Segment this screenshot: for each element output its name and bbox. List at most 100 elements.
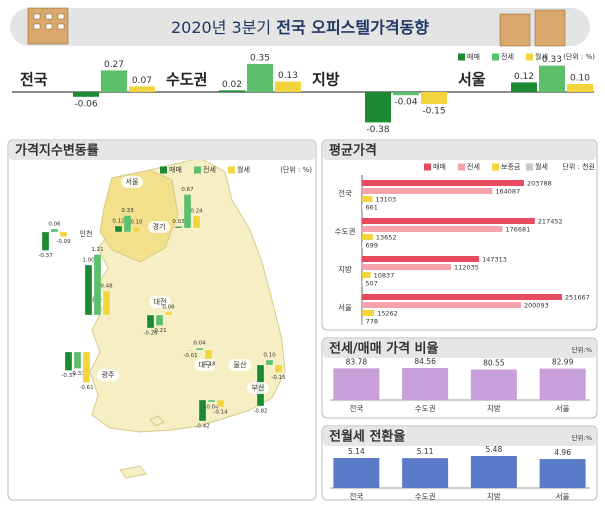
value-label: 0.06: [162, 305, 175, 311]
panel-title: 전세/매매 가격 비율: [329, 341, 439, 357]
category-label: 수도권: [415, 492, 436, 501]
region-label-bg: [121, 176, 143, 188]
bar: [132, 226, 141, 233]
region-label-bg: [149, 296, 171, 308]
bar: [362, 226, 503, 232]
bar: [362, 256, 480, 262]
panel: [321, 139, 598, 331]
region-label-bg: [194, 359, 216, 371]
value-label: 0.12: [112, 219, 124, 225]
value-label: 15262: [377, 310, 398, 318]
region-label-bg: [247, 382, 269, 394]
legend-swatch: [526, 163, 533, 171]
bar: [362, 188, 493, 194]
unit-label: (단위 : %): [563, 52, 595, 61]
value-label: 0.33: [542, 55, 562, 65]
legend-swatch: [228, 166, 235, 174]
value-label: -0.01: [183, 353, 197, 359]
legend-swatch: [424, 163, 431, 171]
value-label: 251667: [565, 294, 590, 302]
value-label: -0.09: [56, 239, 71, 245]
bar: [102, 290, 111, 316]
bar: [362, 204, 363, 210]
value-label: -0.21: [152, 328, 166, 334]
value-label: 84.56: [414, 357, 436, 366]
bar: [204, 349, 213, 360]
unit-label: (단위 : %): [280, 165, 312, 174]
value-label: 203788: [527, 180, 552, 188]
bar: [186, 349, 195, 351]
value-label: 83.78: [346, 357, 368, 366]
region-label: 대구: [199, 361, 212, 369]
value-label: 507: [365, 280, 377, 288]
panel-header: [323, 339, 596, 358]
bar: [470, 369, 517, 400]
value-label: -0.14: [213, 410, 228, 416]
value-label: 217452: [538, 218, 563, 226]
bar: [362, 264, 452, 270]
bar: [195, 347, 204, 351]
category-label: 서울: [338, 303, 352, 312]
building-icon: [27, 7, 566, 47]
bar: [164, 311, 173, 316]
value-label: -0.42: [195, 424, 209, 430]
value-label: 176681: [505, 226, 530, 234]
value-label: 0.03: [172, 219, 185, 225]
bar: [219, 90, 245, 92]
bar: [82, 351, 91, 383]
legend-swatch: [492, 53, 499, 61]
value-label: -0.04: [394, 98, 418, 108]
region-label: 서울: [126, 177, 139, 186]
value-label: -0.33: [70, 371, 85, 377]
value-label: -0.37: [61, 373, 76, 379]
bar: [539, 459, 586, 488]
bar: [275, 81, 301, 92]
category-label: 서울: [458, 71, 486, 89]
category-label: 전국: [20, 71, 48, 89]
region-label: 대전: [154, 297, 167, 306]
value-label: 0.67: [181, 187, 194, 193]
bar: [64, 351, 73, 371]
value-label: 13103: [375, 196, 396, 204]
bar: [402, 368, 449, 400]
region-label: 부산: [252, 383, 265, 392]
bar: [365, 92, 391, 123]
panel-header: [323, 427, 596, 446]
legend-label: 월세: [535, 52, 548, 61]
legend-swatch: [526, 53, 533, 61]
value-label: 1.21: [91, 247, 103, 253]
bar: [129, 86, 155, 92]
legend-label: 전세: [203, 165, 216, 174]
value-label: 0.27: [104, 60, 124, 70]
value-label: 0.33: [121, 208, 134, 214]
region-label: 울산: [234, 360, 247, 369]
value-label: -0.38: [366, 125, 390, 135]
panel-title: 평균가격: [329, 143, 377, 159]
bar: [393, 92, 419, 96]
category-label: 수도권: [415, 404, 436, 413]
value-label: -0.82: [253, 409, 267, 415]
legend-label: 매매: [169, 166, 182, 174]
region-label: 광주: [102, 371, 115, 379]
region-label-bg: [148, 221, 170, 233]
bar: [265, 359, 274, 366]
value-label: 200093: [524, 302, 549, 310]
value-label: 5.48: [486, 445, 503, 454]
region-label-bg: [97, 369, 119, 381]
value-label: 13652: [376, 234, 397, 242]
legend-swatch: [194, 166, 201, 174]
bar: [362, 218, 535, 224]
bar: [539, 65, 565, 92]
legend-label: 전세: [501, 52, 514, 61]
category-label: 수도권: [166, 71, 207, 89]
value-label: -0.61: [79, 385, 93, 391]
bar: [402, 458, 449, 488]
bar: [73, 92, 99, 97]
bar: [362, 234, 373, 240]
unit-label: 단위:%: [572, 345, 592, 354]
value-label: 778: [366, 318, 378, 326]
value-label: -0.37: [38, 253, 53, 259]
bar: [84, 264, 93, 316]
bar: [101, 70, 127, 92]
legend-swatch: [458, 163, 465, 171]
